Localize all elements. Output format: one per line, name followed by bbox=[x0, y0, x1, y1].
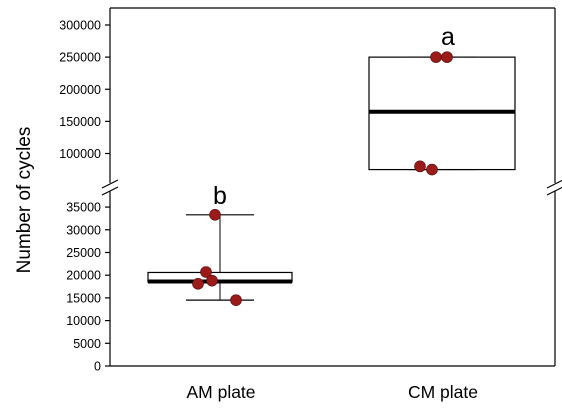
data-point-am-3 bbox=[192, 278, 204, 290]
upper-y-tick-label-1: 150000 bbox=[59, 115, 101, 129]
labels-layer: Number of cycles AM plate CM plate b a bbox=[14, 23, 478, 402]
data-point-am-2 bbox=[206, 274, 218, 287]
lower-y-tick-label-4: 20000 bbox=[66, 269, 101, 283]
lower-y-tick-label-3: 15000 bbox=[66, 291, 101, 305]
lower-y-tick-label-5: 25000 bbox=[66, 246, 101, 260]
boxes-layer bbox=[147, 56, 516, 301]
significance-label-cm: a bbox=[441, 23, 455, 51]
upper-y-tick-label-4: 300000 bbox=[59, 19, 101, 33]
upper-y-tick-label-0: 100000 bbox=[59, 147, 101, 161]
data-point-cm-1 bbox=[441, 51, 453, 63]
x-category-label-am: AM plate bbox=[186, 382, 255, 402]
upper-y-tick-label-3: 250000 bbox=[59, 51, 101, 65]
y-axis-ticks: 0 5000 10000 15000 20000 25000 30000 35000 10000… bbox=[59, 19, 110, 374]
data-point-cm-3 bbox=[426, 163, 438, 176]
y-axis-label: Number of cycles bbox=[14, 127, 35, 274]
points-layer bbox=[192, 51, 453, 306]
data-point-am-1 bbox=[200, 266, 212, 278]
lower-y-tick-label-0: 0 bbox=[94, 360, 101, 374]
x-category-label-cm: CM plate bbox=[408, 382, 478, 402]
axis-break-mark-left-1 bbox=[101, 179, 119, 189]
data-point-am-0 bbox=[209, 209, 221, 221]
lower-y-tick-label-1: 5000 bbox=[73, 337, 101, 351]
data-point-am-4 bbox=[230, 294, 242, 306]
axis-break-mark-right-2 bbox=[546, 186, 562, 196]
lower-y-tick-label-2: 10000 bbox=[66, 314, 101, 328]
axis-break-mark-right-1 bbox=[546, 179, 562, 189]
lower-y-tick-label-6: 30000 bbox=[66, 223, 101, 237]
significance-label-am: b bbox=[213, 182, 227, 210]
axis-break-mark-left-2 bbox=[101, 186, 119, 196]
lower-y-tick-label-7: 35000 bbox=[66, 201, 101, 215]
upper-y-tick-label-2: 200000 bbox=[59, 83, 101, 97]
data-point-cm-2 bbox=[414, 160, 426, 173]
data-point-cm-0 bbox=[430, 51, 442, 63]
plot-frame bbox=[101, 7, 562, 367]
